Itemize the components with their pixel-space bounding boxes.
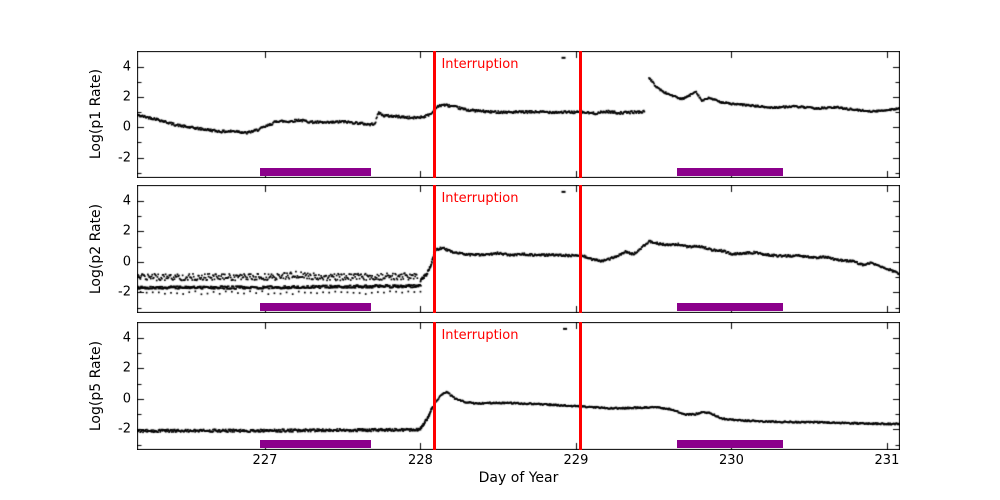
panel-p1: Interruption: [137, 51, 900, 178]
y-tick-label: 0: [122, 119, 131, 135]
interruption-label: Interruption: [441, 57, 519, 72]
interruption-label: Interruption: [441, 191, 519, 206]
y-tick-label: 2: [122, 223, 131, 239]
y-tick-label: 4: [122, 59, 131, 75]
y-tick-label: -2: [118, 284, 131, 300]
scatter-canvas-p1: [137, 51, 900, 178]
y-tick-label: 2: [122, 89, 131, 105]
interruption-line: [432, 185, 436, 313]
y-tick-label: 0: [122, 254, 131, 270]
coverage-bar: [260, 439, 371, 448]
x-axis-label: Day of Year: [478, 470, 559, 486]
y-tick-label: 2: [122, 360, 131, 376]
interruption-line: [579, 322, 583, 450]
y-tick-label: -2: [118, 150, 131, 166]
panel-p5: Interruption: [137, 322, 900, 450]
x-tick-label: 230: [719, 453, 744, 468]
x-tick-label: 228: [408, 453, 433, 468]
interruption-label: Interruption: [441, 328, 519, 343]
y-tick-label: 0: [122, 391, 131, 407]
interruption-line: [432, 51, 436, 178]
interruption-line: [579, 51, 583, 178]
y-tick-label: 4: [122, 330, 131, 346]
x-tick-label: 227: [252, 453, 278, 468]
y-axis-label-p1: Log(p1 Rate): [88, 68, 104, 160]
scatter-canvas-p5: [137, 322, 900, 450]
x-tick-label: 229: [563, 453, 589, 468]
x-tick-label: 231: [874, 453, 900, 468]
coverage-bar: [677, 439, 783, 448]
coverage-bar: [677, 167, 783, 176]
coverage-bar: [260, 302, 371, 311]
y-tick-label: -2: [118, 421, 131, 437]
y-axis-label-p5: Log(p5 Rate): [88, 340, 104, 432]
y-tick-label: 4: [122, 193, 131, 209]
panel-p2: Interruption: [137, 185, 900, 313]
y-axis-label-p2: Log(p2 Rate): [88, 203, 104, 295]
scatter-canvas-p2: [137, 185, 900, 313]
interruption-line: [579, 185, 583, 313]
coverage-bar: [677, 302, 783, 311]
interruption-line: [432, 322, 436, 450]
coverage-bar: [260, 167, 371, 176]
